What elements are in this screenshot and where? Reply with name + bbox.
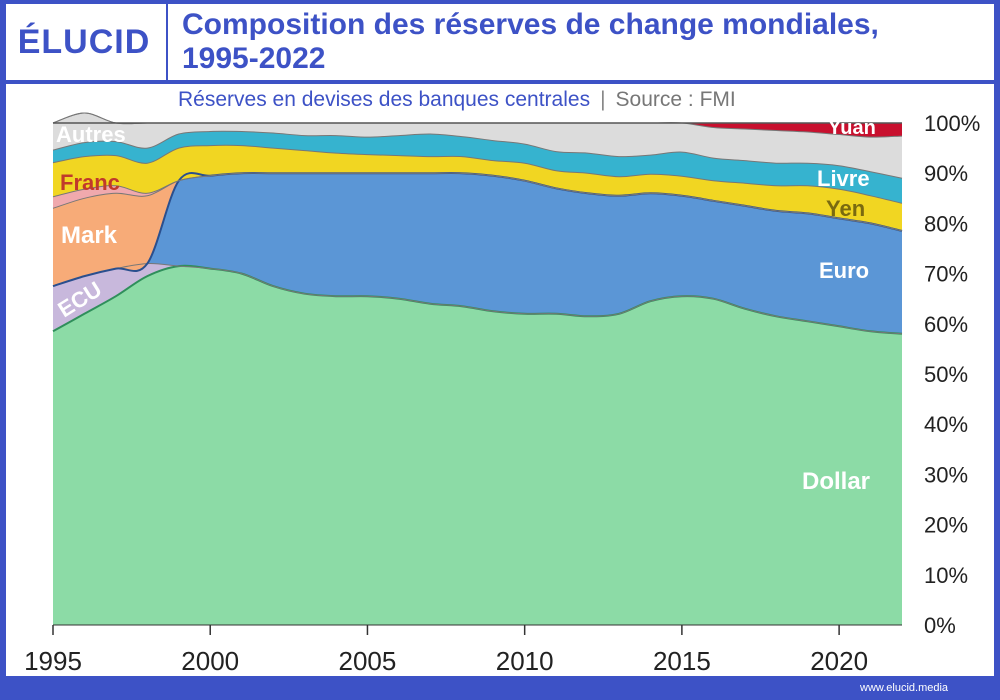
line-franc [52,172,903,232]
area-euro [53,173,902,334]
header-divider [166,4,168,80]
y-tick-label: 70% [924,262,968,287]
y-tick-label: 100% [924,111,980,136]
logo-text: ÉLUCID [17,22,151,61]
y-tick-label: 0% [924,613,956,638]
x-tick-label: 2020 [810,646,868,676]
series-label-yuan: Yuan [828,117,876,139]
area-autres [53,113,902,179]
series-label-yen: Yen [826,196,865,221]
page-title: Composition des réserves de change mondi… [182,8,982,76]
chart-subtitle: Réserves en devises des banques centrale… [178,88,736,112]
y-tick-label: 50% [924,362,968,387]
source-text: Source : FMI [615,88,736,111]
area-yen [53,145,902,231]
series-label-mark: Mark [61,222,118,249]
series-label-autres: Autres [56,122,126,147]
y-tick-label: 20% [924,513,968,538]
logo: ÉLUCID [6,4,162,80]
series-label-franc: Franc [60,170,120,195]
area-yuan [53,113,902,138]
y-tick-label: 90% [924,161,968,186]
line-livre [52,130,903,179]
y-tick-label: 40% [924,412,968,437]
x-tick-label: 2000 [181,646,239,676]
line-yuan [52,112,902,125]
footer-url: www.elucid.media [860,682,949,694]
series-label-dollar: Dollar [802,468,870,495]
subtitle-text: Réserves en devises des banques centrale… [178,88,591,111]
series-label-livre: Livre [817,166,870,191]
subtitle-separator: | [600,88,606,111]
line-ecu [52,263,903,335]
line-yen [52,144,903,204]
x-tick-label: 1995 [24,646,82,676]
y-tick-label: 60% [924,312,968,337]
x-tick-label: 2015 [653,646,711,676]
y-tick-label: 10% [924,563,968,588]
y-tick-label: 30% [924,462,968,487]
title-line-1: Composition des réserves de change mondi… [182,8,879,41]
header: ÉLUCID Composition des réserves de chang… [6,4,994,80]
chart-panel: 0% 10% 20% 30% 40% 50% 60% 70% 80% 90% 100% 1995 200… [6,84,994,676]
area-livre [53,131,902,204]
x-tick-label: 2010 [496,646,554,676]
stacked-area-chart: 0% 10% 20% 30% 40% 50% 60% 70% 80% 90% 100% 1995 200… [24,111,980,676]
title-line-2: 1995-2022 [182,42,326,75]
x-tick-label: 2005 [339,646,397,676]
area-dollar [53,265,902,625]
y-tick-label: 80% [924,211,968,236]
series-label-euro: Euro [819,258,869,283]
